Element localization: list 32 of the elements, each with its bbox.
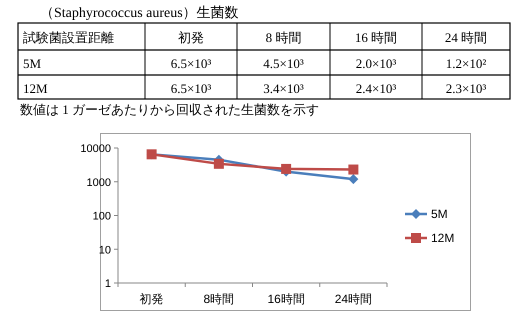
- y-tick-label: 100: [92, 210, 111, 222]
- y-tick-label: 1: [104, 278, 111, 290]
- y-tick-label: 10000: [80, 143, 111, 155]
- text: 試験菌設置距離: [23, 30, 114, 45]
- point: [348, 174, 358, 184]
- x-tick-label: 初発: [140, 292, 164, 306]
- legend-label: 5M: [431, 207, 448, 221]
- text: 3.4×10³: [263, 81, 304, 96]
- x-tick-label: 16時間: [267, 292, 305, 306]
- y-tick-label: 10: [98, 244, 111, 256]
- x-tick-label: 8時間: [204, 292, 234, 306]
- text: 初発: [178, 30, 204, 45]
- text: 6.5×10³: [170, 81, 212, 96]
- text: 2.0×10³: [356, 56, 396, 71]
- y-tick-label: 1000: [86, 176, 111, 189]
- text: 24 時間: [444, 30, 488, 45]
- text: 2.3×10³: [446, 81, 486, 96]
- text: 8 時間: [266, 30, 302, 45]
- text: 4.5×10³: [263, 56, 304, 71]
- text: （Staphyrococcus aureus）生菌数: [40, 5, 239, 21]
- text: 16 時間: [354, 30, 398, 45]
- point: [348, 164, 358, 175]
- text: 5M: [23, 56, 42, 71]
- text: 6.5×10³: [170, 56, 212, 71]
- text: 数値は 1 ガーゼあたりから回収された生菌数を示す: [20, 102, 319, 117]
- text: 12M: [23, 81, 48, 96]
- legend-label: 12M: [431, 231, 454, 245]
- point: [281, 164, 292, 174]
- point: [214, 158, 224, 169]
- x-tick-label: 24時間: [334, 292, 372, 306]
- text: 1.2×10²: [446, 56, 486, 71]
- text: 2.4×10³: [356, 81, 396, 96]
